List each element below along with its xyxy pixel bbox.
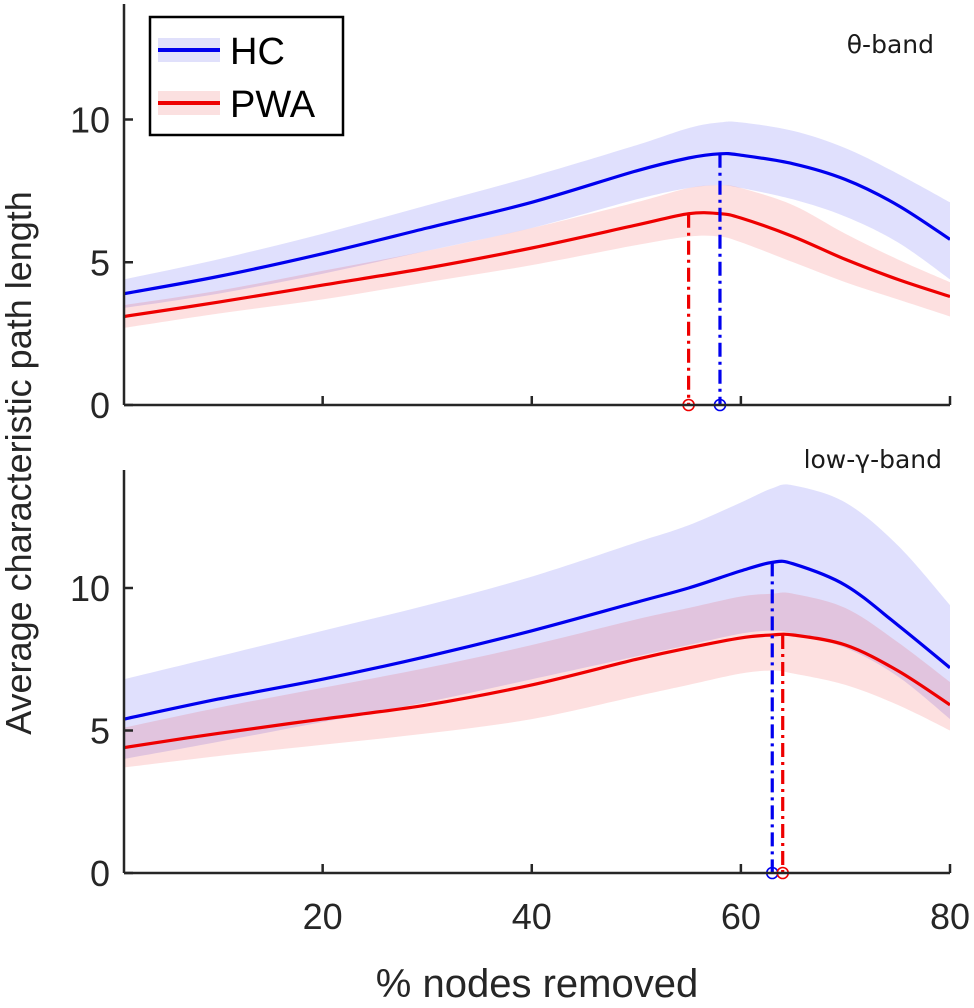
top-y-tick-label: 0 xyxy=(90,385,110,426)
bottom-line-hc xyxy=(124,559,950,721)
bottom-lines xyxy=(124,559,950,750)
bottom-y-tick-label: 10 xyxy=(70,568,110,609)
top-line-hc xyxy=(124,151,950,296)
x-axis-title: % nodes removed xyxy=(376,962,698,1006)
top-lines xyxy=(124,151,950,319)
bottom-x-tick-label: 40 xyxy=(512,896,552,937)
bottom-y-tick-label: 0 xyxy=(90,853,110,894)
bottom-x-tick-label: 60 xyxy=(721,896,761,937)
legend-pwa-label: PWA xyxy=(230,84,316,126)
bottom-bands xyxy=(124,484,950,768)
y-axis-title: Average characteristic path length xyxy=(0,191,39,735)
top-axes: 0 5 10 xyxy=(70,4,952,426)
top-band-hc xyxy=(124,121,950,308)
bottom-y-tick-label: 5 xyxy=(90,711,110,752)
top-line-pwa xyxy=(124,211,950,319)
top-y-tick-label: 10 xyxy=(70,100,110,141)
top-bands xyxy=(124,121,950,328)
top-y-tick-label: 5 xyxy=(90,242,110,283)
bottom-panel: 0 5 10 20 40 60 80 low-γ-band xyxy=(70,445,970,937)
legend-hc-label: HC xyxy=(230,31,285,73)
legend: HC PWA xyxy=(148,15,345,137)
bottom-line-pwa xyxy=(124,632,950,750)
legend-box xyxy=(148,15,345,137)
top-panel: 0 5 10 θ-band xyxy=(70,4,952,426)
bottom-band-label: low-γ-band xyxy=(804,445,942,474)
top-band-label: θ-band xyxy=(847,30,934,59)
bottom-axes: 0 5 10 20 40 60 80 xyxy=(70,470,970,937)
bottom-x-tick-label: 80 xyxy=(930,896,970,937)
top-band-pwa xyxy=(124,185,950,328)
bottom-x-tick-label: 20 xyxy=(303,896,343,937)
bottom-band-hc xyxy=(124,484,950,759)
